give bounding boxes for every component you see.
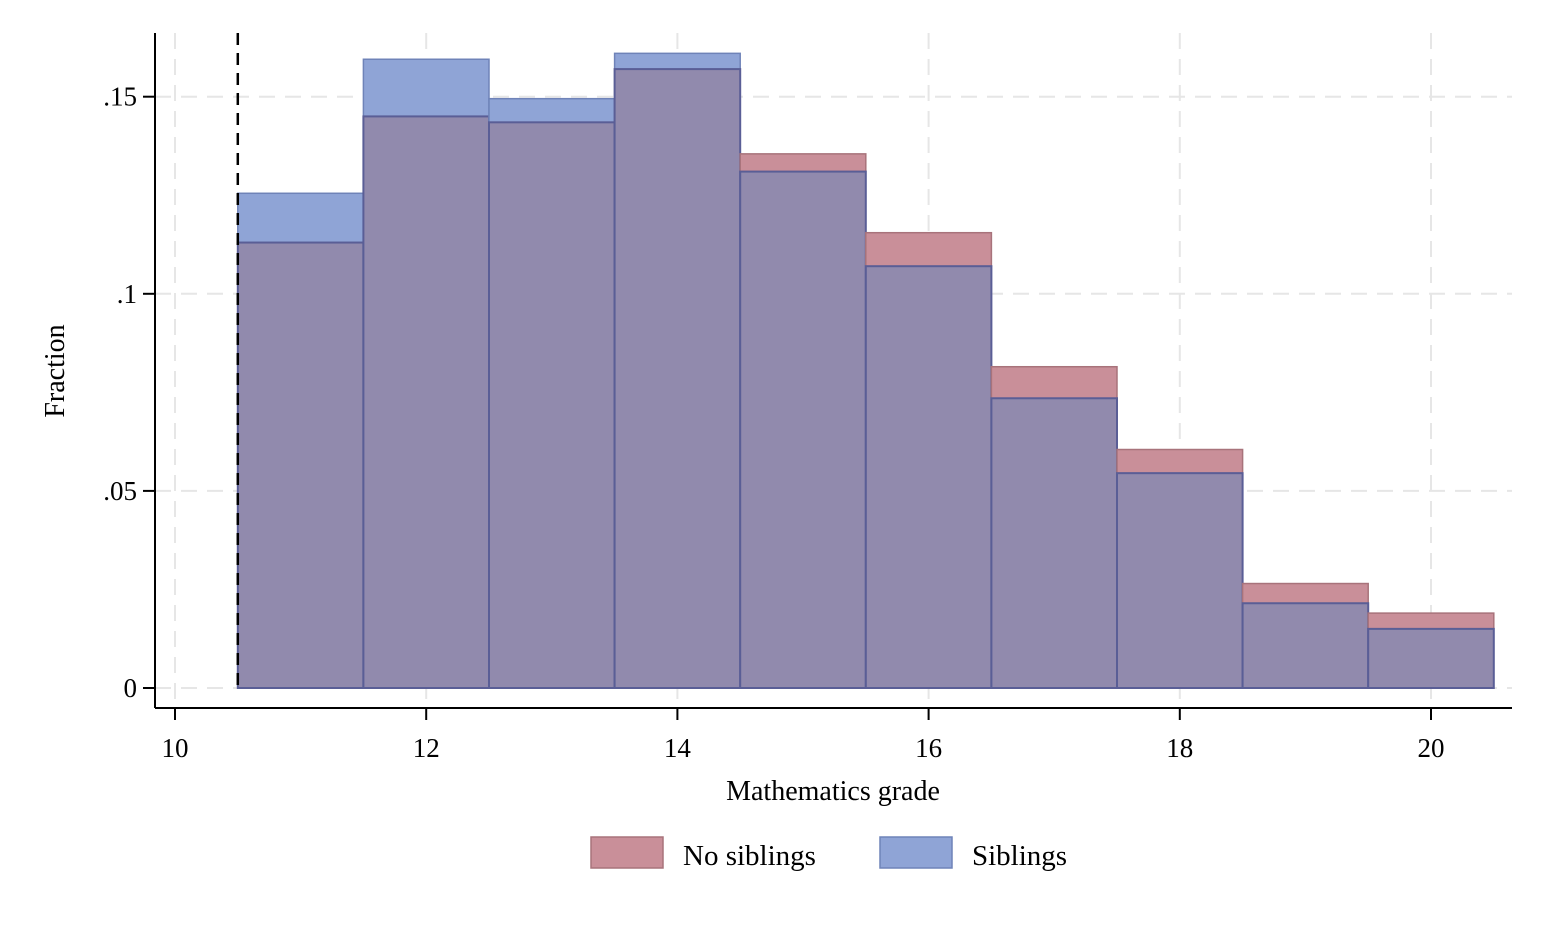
legend-swatch-no-siblings bbox=[590, 836, 664, 869]
bar-no-siblings-11 bbox=[236, 241, 365, 690]
y-axis-title: Fraction bbox=[40, 324, 71, 417]
bar-siblings-19 bbox=[1241, 602, 1370, 690]
x-tick-label-3: 16 bbox=[915, 733, 942, 763]
bar-siblings-16 bbox=[864, 265, 993, 689]
bar-siblings-17 bbox=[990, 397, 1119, 689]
axes-layer: 0 .05 .1 .15 10 12 14 16 18 20 bbox=[103, 33, 1512, 763]
bars-layer bbox=[236, 52, 1495, 690]
bar-siblings-12 bbox=[362, 58, 490, 118]
x-tick-label-1: 12 bbox=[413, 733, 440, 763]
bar-siblings-15 bbox=[739, 170, 867, 689]
bar-siblings-20 bbox=[1367, 627, 1495, 689]
bar-no-siblings-14 bbox=[613, 68, 742, 689]
legend-label-no-siblings: No siblings bbox=[683, 840, 816, 872]
bar-no-siblings-18 bbox=[1116, 448, 1244, 474]
legend: No siblings Siblings bbox=[590, 836, 1067, 872]
bar-no-siblings-16 bbox=[865, 231, 993, 267]
x-tick-label-0: 10 bbox=[162, 733, 189, 763]
bar-no-siblings-17 bbox=[990, 365, 1118, 400]
legend-swatch-siblings bbox=[879, 836, 953, 869]
y-tick-label-0: 0 bbox=[124, 673, 138, 703]
bar-siblings-13 bbox=[488, 97, 616, 124]
bar-no-siblings-15 bbox=[739, 153, 867, 173]
bar-no-siblings-19 bbox=[1241, 582, 1369, 604]
x-tick-label-5: 20 bbox=[1418, 733, 1445, 763]
x-tick-label-4: 18 bbox=[1166, 733, 1193, 763]
bar-no-siblings-20 bbox=[1367, 612, 1495, 630]
x-tick-label-2: 14 bbox=[664, 733, 692, 763]
y-tick-label-2: .1 bbox=[117, 279, 137, 309]
legend-label-siblings: Siblings bbox=[972, 840, 1067, 872]
bar-no-siblings-13 bbox=[488, 121, 616, 689]
y-tick-label-3: .15 bbox=[103, 82, 137, 112]
bar-siblings-14 bbox=[613, 52, 741, 70]
bar-no-siblings-12 bbox=[362, 115, 490, 690]
bar-siblings-11 bbox=[237, 192, 365, 244]
x-axis-title: Mathematics grade bbox=[726, 776, 940, 807]
y-tick-label-1: .05 bbox=[103, 476, 137, 506]
bar-siblings-18 bbox=[1116, 472, 1244, 690]
